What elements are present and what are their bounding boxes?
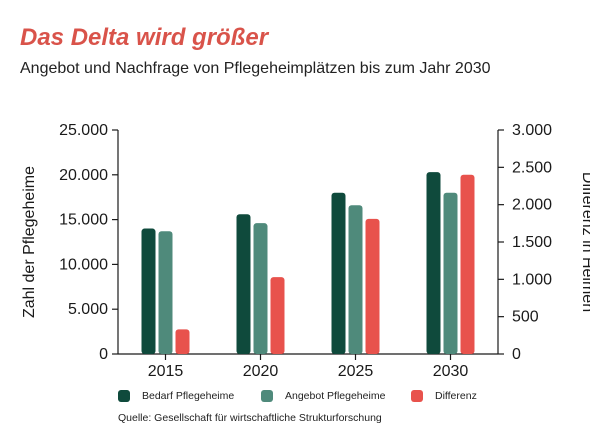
left-tick-label: 10.000 <box>59 256 108 273</box>
left-tick-label: 15.000 <box>59 212 108 229</box>
legend-label-bedarf: Bedarf Pflegeheime <box>142 390 235 402</box>
bar-bedarf-2030 <box>426 172 441 354</box>
legend-item-differenz: Differenz <box>411 390 477 403</box>
bar-angebot-2025 <box>348 205 363 354</box>
legend-swatch-bedarf <box>118 390 130 403</box>
left-tick-label: 20.000 <box>59 167 108 184</box>
legend-label-differenz: Differenz <box>435 390 477 402</box>
x-tick-label: 2025 <box>338 363 374 380</box>
bar-angebot-2020 <box>253 223 268 354</box>
legend-swatch-angebot <box>261 390 273 403</box>
right-ticks: 0 500 1.000 1.500 2.000 2.500 3.000 <box>498 122 552 363</box>
right-tick-label: 0 <box>512 346 521 363</box>
bar-angebot-2015 <box>158 231 173 354</box>
x-tick-label: 2015 <box>148 363 184 380</box>
y-axis-label: Zahl der Pflegeheime <box>21 166 38 318</box>
chart-title: Das Delta wird größer <box>20 24 269 51</box>
y-axis-label-right: Differenz in Heimen <box>579 172 590 312</box>
legend-item-bedarf: Bedarf Pflegeheime <box>118 390 235 403</box>
right-tick-label: 1.000 <box>512 271 552 288</box>
right-tick-label: 500 <box>512 309 539 326</box>
bar-differenz-2025 <box>365 218 380 354</box>
chart-subtitle: Angebot und Nachfrage von Pflegeheimplät… <box>20 60 491 77</box>
bar-angebot-2030 <box>443 192 458 354</box>
left-tick-label: 0 <box>99 346 108 363</box>
legend-label-angebot: Angebot Pflegeheime <box>285 390 386 402</box>
bar-bedarf-2020 <box>236 214 251 354</box>
bars <box>141 172 475 354</box>
x-tick-label: 2030 <box>433 363 469 380</box>
bar-bedarf-2025 <box>331 192 346 354</box>
legend-swatch-differenz <box>411 390 423 403</box>
right-tick-label: 1.500 <box>512 234 552 251</box>
bar-differenz-2020 <box>270 277 285 354</box>
right-tick-label: 3.000 <box>512 122 552 139</box>
x-ticks: 2015 2020 2025 2030 <box>148 354 469 380</box>
bar-bedarf-2015 <box>141 228 156 354</box>
bar-differenz-2030 <box>460 174 475 354</box>
left-ticks: 0 5.000 10.000 15.000 20.000 25.000 <box>59 122 118 363</box>
source-note: Quelle: Gesellschaft für wirtschaftliche… <box>118 412 382 424</box>
bar-differenz-2015 <box>175 329 190 354</box>
right-tick-label: 2.000 <box>512 197 552 214</box>
x-tick-label: 2020 <box>243 363 279 380</box>
left-tick-label: 5.000 <box>68 301 108 318</box>
right-tick-label: 2.500 <box>512 159 552 176</box>
left-tick-label: 25.000 <box>59 122 108 139</box>
legend-item-angebot: Angebot Pflegeheime <box>261 390 386 403</box>
